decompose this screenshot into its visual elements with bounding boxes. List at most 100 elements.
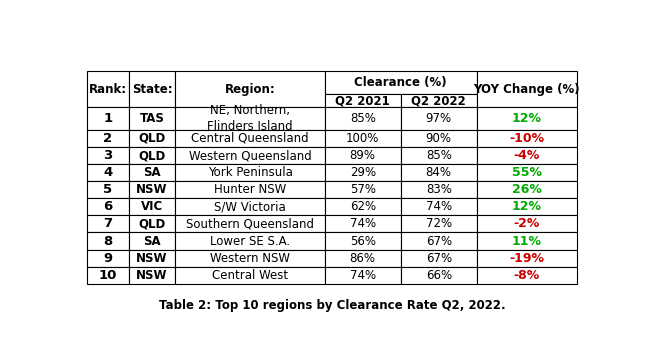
Text: 26%: 26% [512,183,542,196]
Text: NSW: NSW [136,269,168,282]
Bar [129,267,175,284]
Text: VIC: VIC [141,200,163,213]
Bar [325,181,400,198]
Bar [325,107,400,130]
Bar [325,94,400,107]
Text: QLD: QLD [138,217,166,230]
Bar [129,164,175,181]
Bar [325,164,400,181]
Bar [325,215,400,233]
Text: NSW: NSW [136,183,168,196]
Text: -19%: -19% [509,252,544,264]
Bar [477,215,577,233]
Bar [129,71,175,107]
Text: QLD: QLD [138,149,166,162]
Text: -8%: -8% [514,269,540,282]
Bar [477,250,577,267]
Text: Western NSW: Western NSW [210,252,290,264]
Bar [175,233,325,250]
Text: 67%: 67% [426,234,452,247]
Text: 12%: 12% [512,200,542,213]
Bar [129,181,175,198]
Text: 86%: 86% [350,252,376,264]
Text: 62%: 62% [350,200,376,213]
Bar [477,198,577,215]
Bar [400,267,477,284]
Text: 89%: 89% [350,149,376,162]
Bar [87,147,129,164]
Bar [400,164,477,181]
Text: 9: 9 [103,252,112,264]
Text: Clearance (%): Clearance (%) [354,76,447,89]
Bar [325,267,400,284]
Text: -2%: -2% [514,217,540,230]
Bar [400,250,477,267]
Text: Hunter NSW: Hunter NSW [214,183,286,196]
Bar [129,233,175,250]
Bar [175,215,325,233]
Text: 3: 3 [103,149,113,162]
Bar [400,107,477,130]
Bar [175,267,325,284]
Bar [477,71,577,107]
Text: NE, Northern,
Flinders Island: NE, Northern, Flinders Island [207,104,293,133]
Text: Table 2: Top 10 regions by Clearance Rate Q2, 2022.: Table 2: Top 10 regions by Clearance Rat… [159,299,505,312]
Text: 29%: 29% [350,166,376,179]
Bar [129,215,175,233]
Text: 12%: 12% [512,112,542,125]
Text: Western Queensland: Western Queensland [189,149,312,162]
Text: -4%: -4% [514,149,540,162]
Text: Q2 2022: Q2 2022 [411,94,466,107]
Bar [477,164,577,181]
Bar [129,130,175,147]
Text: 7: 7 [103,217,112,230]
Text: 11%: 11% [512,234,542,247]
Bar [175,130,325,147]
Text: Central Queensland: Central Queensland [191,132,309,145]
Bar [175,198,325,215]
Text: 10: 10 [98,269,117,282]
Text: 100%: 100% [346,132,380,145]
Bar [87,71,129,107]
Bar [175,164,325,181]
Bar [87,181,129,198]
Text: SA: SA [143,166,161,179]
Bar [129,107,175,130]
Text: Central West: Central West [212,269,288,282]
Bar [129,198,175,215]
Bar [325,198,400,215]
Text: 74%: 74% [350,269,376,282]
Bar [87,130,129,147]
Text: 85%: 85% [426,149,452,162]
Bar [477,233,577,250]
Text: SA: SA [143,234,161,247]
Bar [129,250,175,267]
Text: TAS: TAS [139,112,165,125]
Bar [175,181,325,198]
Bar [87,233,129,250]
Text: 67%: 67% [426,252,452,264]
Bar [175,147,325,164]
Text: 57%: 57% [350,183,376,196]
Bar [87,164,129,181]
Bar [87,215,129,233]
Text: QLD: QLD [138,132,166,145]
Bar [325,250,400,267]
Bar [400,94,477,107]
Text: Rank:: Rank: [89,83,127,96]
Text: 90%: 90% [426,132,452,145]
Text: 5: 5 [103,183,112,196]
Bar [129,147,175,164]
Text: 2: 2 [103,132,112,145]
Text: 83%: 83% [426,183,452,196]
Bar [477,130,577,147]
Bar [400,198,477,215]
Text: 1: 1 [103,112,112,125]
Bar [175,107,325,130]
Bar [87,198,129,215]
Bar [175,250,325,267]
Text: 97%: 97% [426,112,452,125]
Text: Lower SE S.A.: Lower SE S.A. [210,234,290,247]
Text: 84%: 84% [426,166,452,179]
Text: Q2 2021: Q2 2021 [336,94,390,107]
